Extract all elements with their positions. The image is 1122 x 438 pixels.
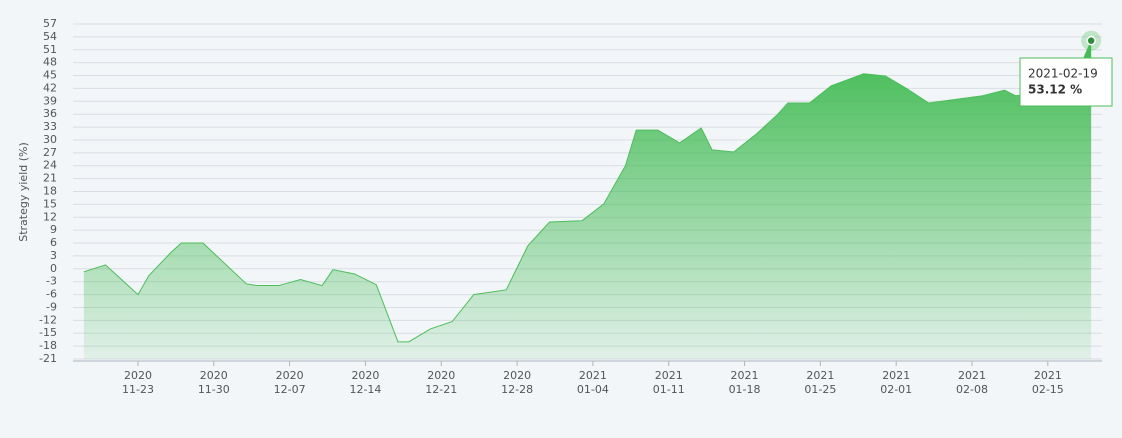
x-tick-label: 02-15: [1032, 383, 1064, 396]
x-tick-label: 2021: [579, 369, 607, 382]
tooltip-box: [1019, 57, 1113, 107]
y-tick-label: 0: [50, 262, 57, 275]
x-tick-label: 2020: [503, 369, 531, 382]
x-tick-label: 12-14: [349, 383, 381, 396]
x-tick-label: 01-25: [804, 383, 836, 396]
y-tick-label: 9: [50, 223, 57, 236]
x-tick-label: 02-08: [956, 383, 988, 396]
y-tick-label: -3: [46, 275, 57, 288]
x-tick-label: 2021: [806, 369, 834, 382]
x-tick-label: 01-18: [729, 383, 761, 396]
x-tick-label: 01-04: [577, 383, 609, 396]
y-tick-label: -18: [39, 339, 57, 352]
x-tick-label: 2020: [276, 369, 304, 382]
highlight-point: [1086, 35, 1096, 46]
x-tick-label: 11-23: [122, 383, 154, 396]
y-axis-label: Strategy yield (%): [17, 142, 30, 242]
x-tick-label: 12-21: [425, 383, 457, 396]
x-tick-label: 2021: [958, 369, 986, 382]
tooltip-date: 2021-02-19: [1028, 67, 1098, 81]
y-tick-label: 24: [43, 159, 57, 172]
x-tick-label: 01-11: [653, 383, 685, 396]
y-tick-label: 30: [43, 133, 57, 146]
x-tick-label: 02-01: [880, 383, 912, 396]
y-tick-label: 33: [43, 120, 57, 133]
x-tick-label: 2020: [200, 369, 228, 382]
y-tick-label: 48: [43, 56, 57, 69]
y-tick-label: 36: [43, 107, 57, 120]
y-tick-label: 21: [43, 172, 57, 185]
y-tick-label: 27: [43, 146, 57, 159]
x-tick-label: 2020: [351, 369, 379, 382]
y-tick-label: -21: [39, 352, 57, 365]
y-tick-label: -9: [46, 300, 57, 313]
tooltip: 2021-02-19 53.12 %: [1019, 57, 1113, 107]
y-tick-label: 15: [43, 197, 57, 210]
x-tick-label: 12-28: [501, 383, 533, 396]
x-tick-label: 2020: [124, 369, 152, 382]
x-tick-label: 2020: [427, 369, 455, 382]
y-tick-label: 18: [43, 185, 57, 198]
y-tick-label: 3: [50, 249, 57, 262]
y-tick-label: 39: [43, 94, 57, 107]
y-tick-label: -12: [39, 313, 57, 326]
y-tick-label: 51: [43, 43, 57, 56]
y-tick-label: 12: [43, 210, 57, 223]
y-tick-label: 57: [43, 17, 57, 30]
area: [83, 40, 1092, 360]
x-tick-label: 12-07: [274, 383, 306, 396]
x-tick-label: 2021: [731, 369, 759, 382]
y-tick-label: -15: [39, 326, 57, 339]
x-tick-label: 11-30: [198, 383, 230, 396]
x-tick-label: 2021: [655, 369, 683, 382]
line: [83, 40, 1092, 343]
y-tick-label: 45: [43, 69, 57, 82]
x-tick-label: 2021: [882, 369, 910, 382]
tooltip-value: 53.12 %: [1028, 83, 1082, 97]
x-tick-label: 2021: [1034, 369, 1062, 382]
y-tick-label: -6: [46, 288, 57, 301]
y-tick-label: 42: [43, 81, 57, 94]
y-tick-label: 6: [50, 236, 57, 249]
y-tick-label: 54: [43, 30, 57, 43]
